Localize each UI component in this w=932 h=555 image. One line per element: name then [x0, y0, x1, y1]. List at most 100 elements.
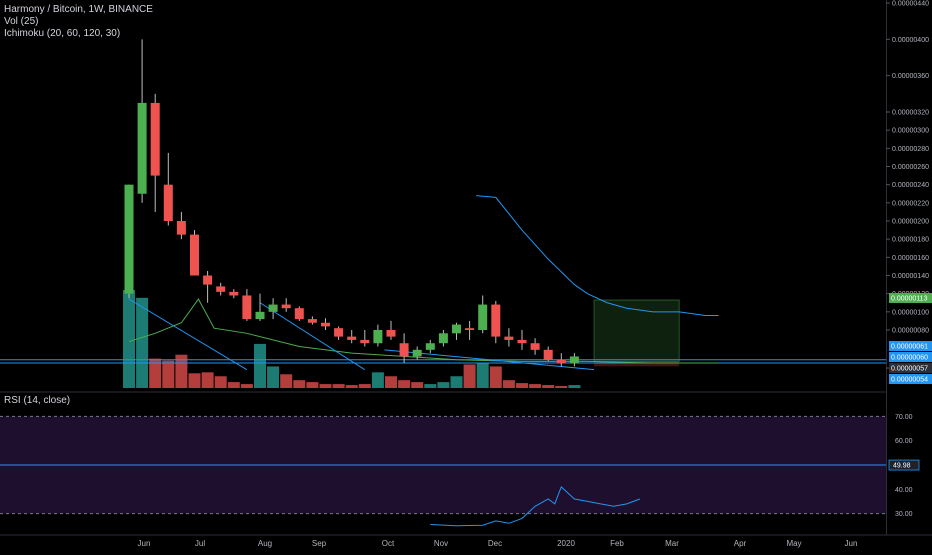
volume-bar: [254, 343, 266, 388]
price-axis-label: 0.00000220: [892, 200, 929, 207]
candle-body: [163, 184, 173, 221]
trendline: [259, 302, 366, 371]
volume-bar: [516, 383, 528, 388]
rsi-axis-label: 70.00: [895, 414, 913, 421]
price-axis-label: 0.00000100: [892, 309, 929, 316]
candle-body: [137, 102, 147, 194]
volume-bar: [450, 376, 463, 388]
time-axis-label: Nov: [434, 539, 448, 548]
volume-bar: [149, 358, 162, 388]
volume-bar: [306, 382, 319, 388]
candle-body: [386, 330, 396, 337]
candle-body: [268, 304, 278, 312]
candle-body: [229, 291, 239, 296]
candle-body: [347, 336, 357, 340]
candle-body: [491, 304, 501, 337]
candle-body: [556, 359, 566, 364]
rsi-badge: [888, 459, 920, 471]
time-axis-label: Dec: [488, 539, 502, 548]
volume-bar: [463, 364, 476, 388]
rsi-indicator-label: RSI (14, close): [4, 395, 71, 406]
price-badge-label: 0.00000061: [891, 344, 928, 351]
price-badge: [889, 374, 932, 384]
candle-body: [569, 356, 579, 364]
candle-body: [242, 295, 252, 320]
time-axis-label: Oct: [382, 539, 395, 548]
candle-body: [334, 328, 344, 337]
volume-bar: [502, 380, 515, 388]
ichimoku-base-line: [476, 195, 719, 316]
volume-bar: [489, 366, 502, 388]
volume-bar: [162, 360, 175, 388]
volume-bar: [345, 385, 358, 388]
price-axis-label: 0.00000260: [892, 164, 929, 171]
volume-bar: [568, 385, 581, 388]
candle-body: [321, 322, 330, 327]
candle-body: [504, 336, 514, 340]
volume-bar: [437, 382, 450, 388]
candle-body: [465, 328, 475, 330]
price-axis-label: 0.00000300: [892, 128, 929, 135]
volume-bar: [424, 384, 437, 388]
volume-bar: [332, 384, 345, 388]
volume-bar: [319, 384, 332, 388]
rsi-axis-label: 60.00: [895, 438, 913, 445]
volume-bar: [542, 385, 555, 388]
candle-body: [399, 343, 409, 357]
rsi-badge-label: 49.98: [893, 463, 911, 470]
price-badge-label: 0.00000057: [891, 366, 928, 373]
time-axis-label: Apr: [734, 539, 747, 548]
volume-bar: [188, 373, 201, 388]
candle-body: [203, 275, 213, 285]
volume-bar: [136, 297, 149, 388]
price-axis-label: 0.00000140: [892, 273, 929, 280]
candle-body: [281, 304, 291, 309]
price-axis-label: 0.00000160: [892, 255, 929, 262]
candle-body: [294, 308, 304, 320]
price-axis-label: 0.00000440: [892, 1, 929, 8]
volume-bar: [476, 362, 489, 388]
price-badge: [889, 293, 932, 303]
volume-bar: [201, 372, 214, 388]
candle-body: [425, 343, 435, 350]
price-axis-label: 0.00000080: [892, 328, 929, 335]
candle-body: [360, 339, 370, 344]
rsi-line: [430, 485, 641, 527]
volume-bar: [529, 384, 542, 388]
candle-body: [176, 221, 186, 235]
price-axis-label: 0.00000180: [892, 237, 929, 244]
candle-body: [517, 339, 527, 344]
time-axis-label: Jul: [195, 539, 205, 548]
volume-bar: [358, 384, 371, 388]
volume-bar: [214, 376, 227, 388]
price-axis-label: 0.00000400: [892, 37, 929, 44]
candle-body: [452, 324, 461, 334]
chart-title: Harmony / Bitcoin, 1W, BINANCE: [4, 4, 153, 15]
price-badge-label: 0.00000113: [891, 296, 928, 303]
rsi-axis-label: 30.00: [895, 511, 913, 518]
time-axis-label: Jun: [138, 539, 151, 548]
price-badge: [889, 352, 932, 362]
candle-body: [150, 102, 160, 176]
volume-bar: [555, 386, 568, 388]
candle-body: [124, 184, 134, 294]
stop-zone: [594, 361, 680, 367]
candle-body: [216, 286, 226, 292]
time-axis-label: 2020: [557, 539, 575, 548]
candle-body: [530, 343, 540, 350]
volume-bar: [371, 372, 384, 388]
price-axis-label: 0.00000280: [892, 146, 929, 153]
candle-body: [478, 304, 488, 330]
candle-body: [373, 330, 383, 344]
volume-bar: [398, 380, 411, 388]
volume-bar: [227, 382, 240, 388]
time-axis-label: Aug: [258, 539, 272, 548]
price-badge-label: 0.00000060: [891, 355, 928, 362]
candle-body: [307, 319, 317, 323]
volume-bar: [293, 380, 306, 388]
price-axis-label: 0.00000200: [892, 219, 929, 226]
volume-bar: [411, 382, 424, 388]
candle-body: [190, 234, 199, 276]
